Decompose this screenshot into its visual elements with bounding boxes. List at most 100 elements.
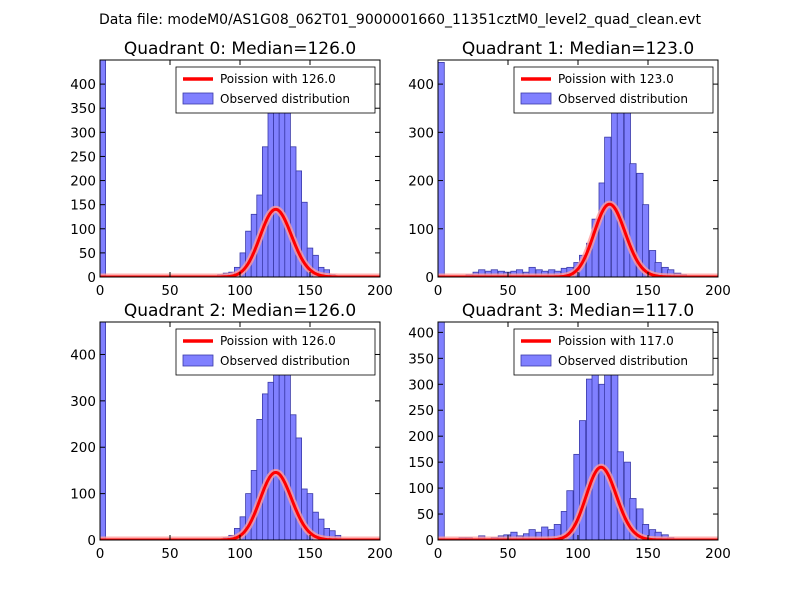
y-tick-label: 150 <box>408 455 434 471</box>
histogram-bar <box>528 266 536 277</box>
histogram-bar <box>273 358 280 540</box>
panel-quadrant-0: 0 50 100 150 200 0 50 100 150 200 250 300 350 400 Quad… <box>70 39 393 299</box>
legend-bar-label: Observed distribution <box>558 354 688 368</box>
histogram-bar <box>284 112 291 277</box>
histogram-bar <box>438 322 445 540</box>
y-tick-label: 300 <box>70 394 96 410</box>
x-tick-label: 50 <box>161 546 178 562</box>
x-tick-label: 50 <box>161 283 178 299</box>
y-tick-label: 0 <box>425 270 434 286</box>
histogram-bar <box>553 524 561 540</box>
y-tick-label: 0 <box>425 533 434 549</box>
panel-quadrant-2: 0 50 100 150 200 0 100 200 300 400 Quadrant 2: Med… <box>70 301 393 562</box>
panel-quadrant-3: 0 50 100 150 200 0 50 100 150 200 250 300 350 400 Quad… <box>408 301 731 562</box>
y-tick-label: 100 <box>408 481 434 497</box>
legend-line-label: Poission with 117.0 <box>558 334 674 348</box>
histogram-bar <box>566 490 574 540</box>
legend-box <box>513 328 714 376</box>
histogram-bar <box>629 498 637 540</box>
y-tick-label: 400 <box>70 77 96 93</box>
x-tick-label: 100 <box>227 283 253 299</box>
legend-bar-label: Observed distribution <box>558 92 688 106</box>
x-tick-label: 100 <box>565 546 591 562</box>
legend: Poission with 123.0 Observed distribution <box>513 66 714 114</box>
y-tick-label: 200 <box>70 440 96 456</box>
legend-bar-swatch <box>182 354 214 367</box>
legend-box <box>175 66 376 114</box>
panel-title: Quadrant 2: Median=126.0 <box>124 301 356 321</box>
histogram-bar <box>284 367 291 540</box>
panel-title: Quadrant 3: Median=117.0 <box>462 301 694 321</box>
y-tick-label: 200 <box>408 174 434 190</box>
histogram-bar <box>289 414 297 540</box>
y-tick-label: 50 <box>417 507 434 523</box>
legend-box <box>513 66 714 114</box>
y-tick-label: 0 <box>87 533 96 549</box>
y-tick-label: 300 <box>408 125 434 141</box>
plot-area <box>438 62 718 277</box>
legend-bar-swatch <box>520 354 552 367</box>
y-tick-label: 350 <box>408 351 434 367</box>
histogram-bar <box>438 62 445 277</box>
x-tick-label: 150 <box>297 283 323 299</box>
legend-line-label: Poission with 126.0 <box>220 72 336 86</box>
histogram-bar <box>267 381 274 540</box>
y-tick-label: 400 <box>70 347 96 363</box>
x-tick-label: 50 <box>499 546 516 562</box>
x-tick-label: 150 <box>635 283 661 299</box>
y-tick-label: 100 <box>70 222 96 238</box>
x-tick-label: 200 <box>367 546 393 562</box>
y-tick-label: 200 <box>70 174 96 190</box>
x-tick-label: 200 <box>705 283 731 299</box>
x-tick-label: 0 <box>96 546 105 562</box>
histogram-bar <box>616 100 624 277</box>
histogram-bar <box>642 524 650 540</box>
x-tick-label: 0 <box>96 283 105 299</box>
histogram-bar <box>312 254 319 277</box>
y-tick-label: 300 <box>70 125 96 141</box>
legend-bar-swatch <box>182 92 214 105</box>
legend: Poission with 126.0 Observed distribution <box>175 328 376 376</box>
x-tick-label: 100 <box>565 283 591 299</box>
x-tick-label: 0 <box>434 546 443 562</box>
legend-bar-label: Observed distribution <box>220 354 350 368</box>
panel-quadrant-1: 0 50 100 150 200 0 100 200 300 400 Quadrant 1: Med… <box>408 39 731 299</box>
poisson-curve-halo <box>438 200 718 277</box>
histogram-bar <box>579 420 587 540</box>
y-tick-label: 0 <box>87 270 96 286</box>
figure-suptitle: Data file: modeM0/AS1G08_062T01_90000016… <box>99 12 701 28</box>
histogram-bar <box>301 201 308 277</box>
histogram-bar <box>289 146 297 277</box>
histogram-bar <box>591 363 599 540</box>
x-tick-label: 0 <box>434 283 443 299</box>
y-tick-label: 100 <box>408 222 434 238</box>
x-tick-label: 200 <box>367 283 393 299</box>
legend-line-label: Poission with 126.0 <box>220 334 336 348</box>
histogram-bar <box>654 531 662 540</box>
panel-title: Quadrant 1: Median=123.0 <box>462 39 694 59</box>
legend: Poission with 126.0 Observed distribution <box>175 66 376 114</box>
y-tick-label: 200 <box>408 429 434 445</box>
legend-bar-label: Observed distribution <box>220 92 350 106</box>
y-tick-label: 250 <box>408 403 434 419</box>
histogram-bar <box>100 322 106 540</box>
legend-line-label: Poission with 123.0 <box>558 72 674 86</box>
histogram-bar <box>629 163 637 277</box>
y-tick-label: 400 <box>408 325 434 341</box>
x-tick-label: 150 <box>297 546 323 562</box>
histogram-bar <box>261 393 269 540</box>
y-tick-label: 150 <box>70 198 96 214</box>
x-tick-label: 100 <box>227 546 253 562</box>
histogram-bar <box>642 204 650 277</box>
panel-title: Quadrant 0: Median=126.0 <box>124 39 356 59</box>
x-tick-label: 50 <box>499 283 516 299</box>
y-tick-label: 400 <box>408 77 434 93</box>
histogram-bar <box>100 60 106 277</box>
legend-bar-swatch <box>520 92 552 105</box>
y-tick-label: 50 <box>79 246 96 262</box>
y-tick-label: 250 <box>70 149 96 165</box>
x-tick-label: 200 <box>705 546 731 562</box>
histogram-bar <box>256 419 263 540</box>
histogram-bar <box>273 93 280 277</box>
